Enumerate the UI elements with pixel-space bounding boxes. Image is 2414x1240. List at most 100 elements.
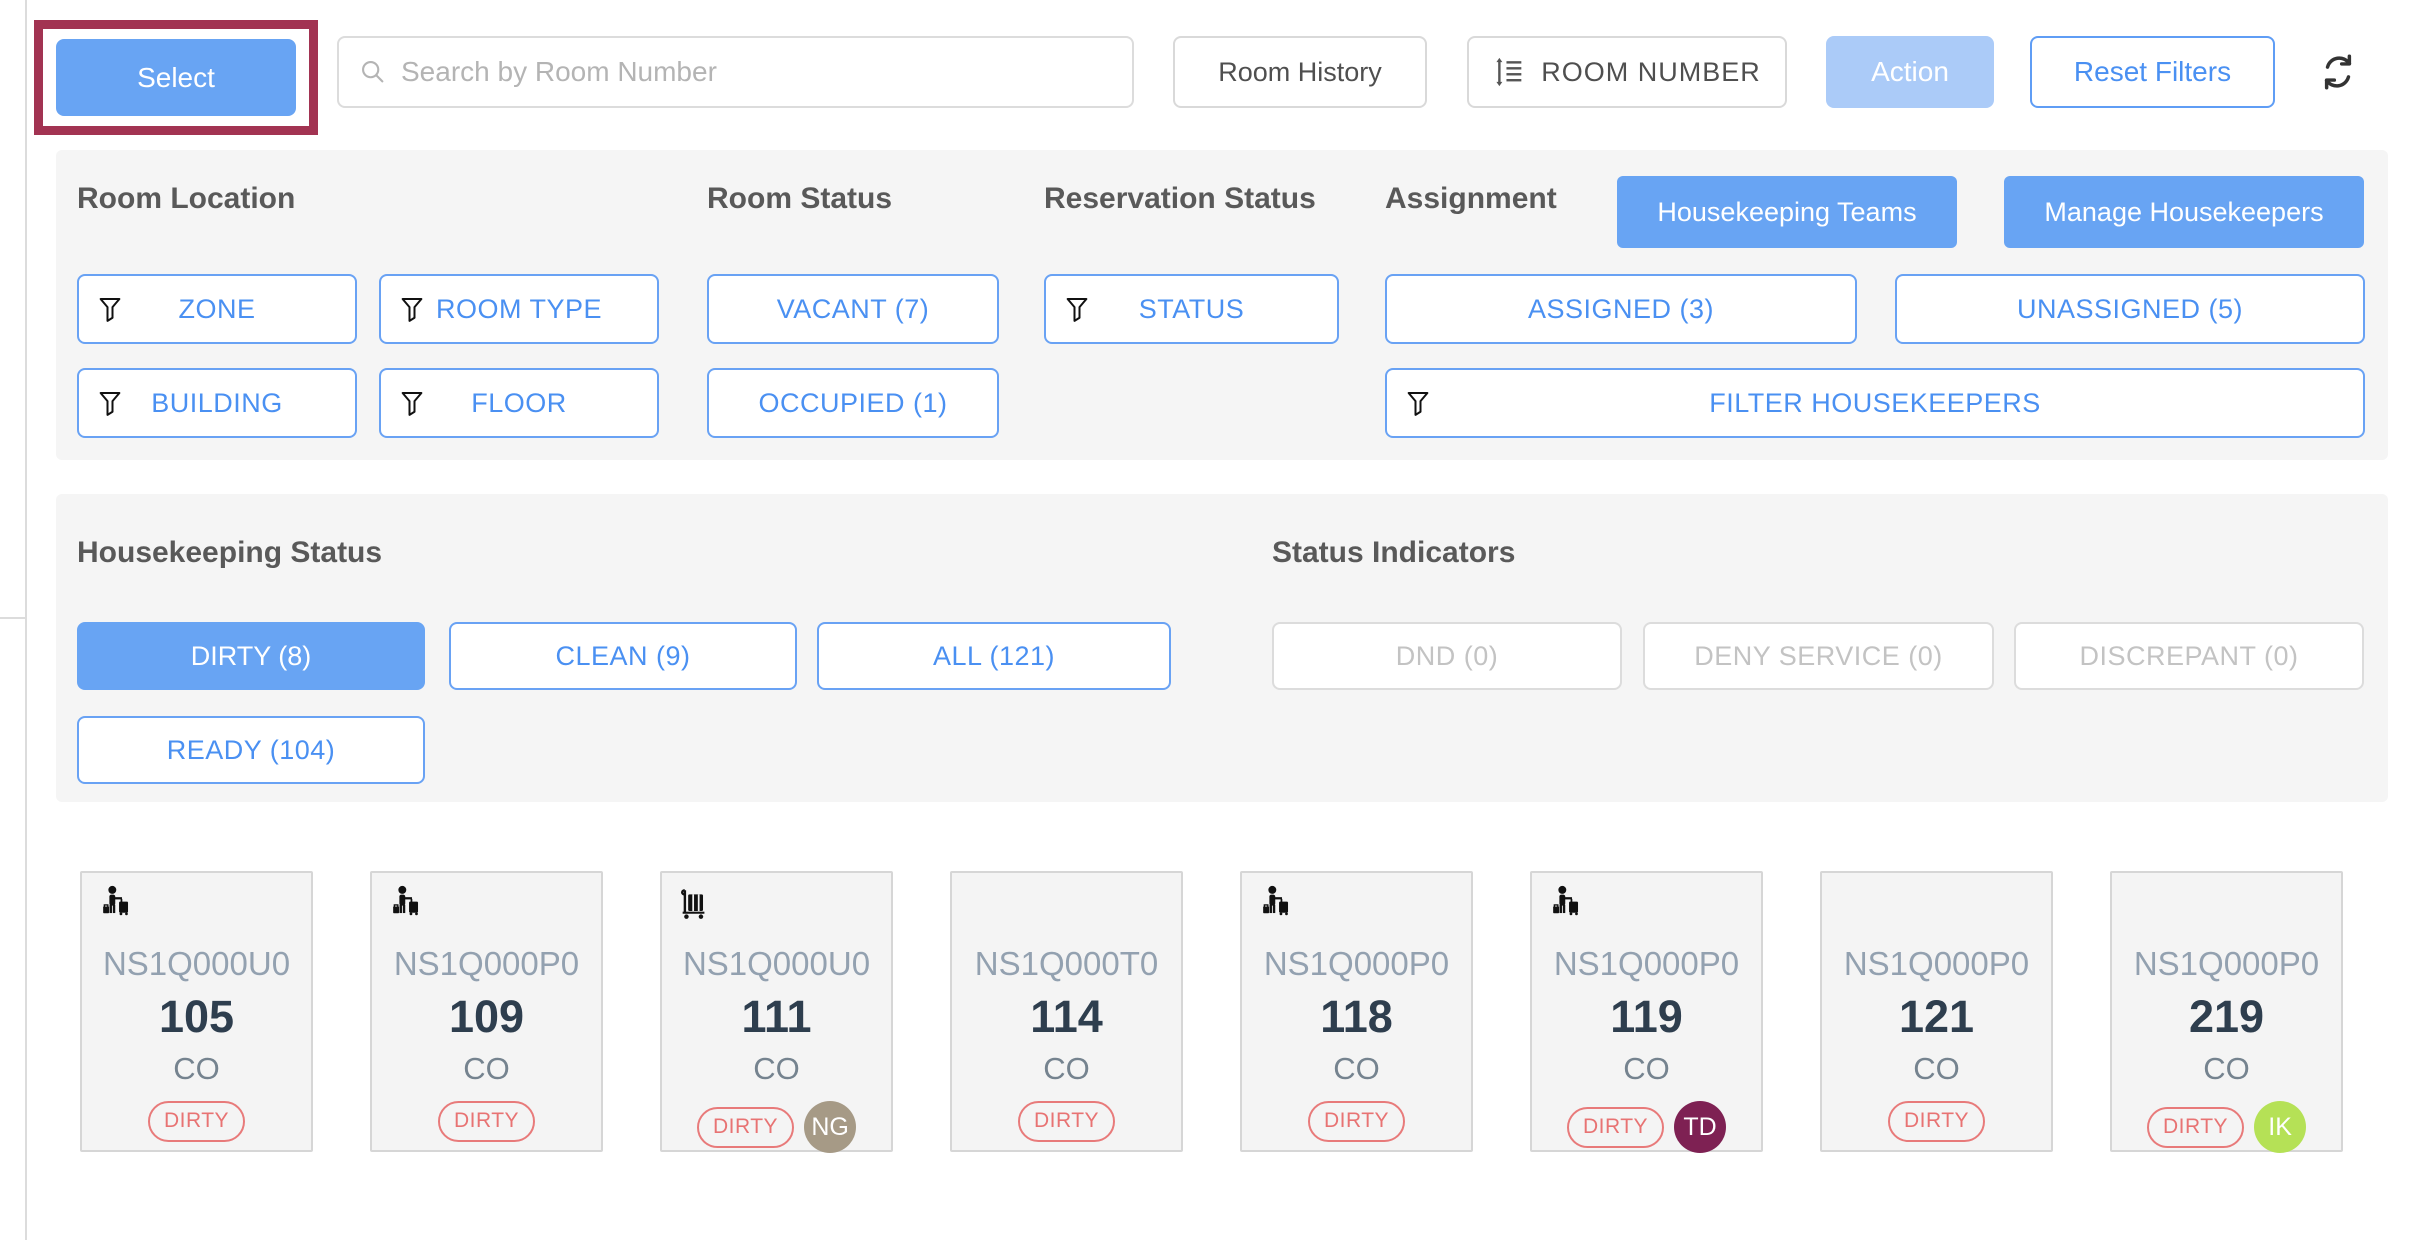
housekeeping-status-title: Housekeeping Status: [77, 536, 383, 569]
status-indicators-title: Status Indicators: [1272, 536, 1516, 569]
reservation-code: CO: [753, 1051, 800, 1086]
deny-service-indicator-button[interactable]: DENY SERVICE (0): [1643, 622, 1994, 690]
sort-order-icon: [1496, 57, 1522, 87]
room-number: 219: [2188, 991, 2265, 1042]
left-edge-divider: [25, 0, 27, 1240]
funnel-icon: [401, 298, 423, 322]
room-type-code: NS1Q000P0: [1553, 945, 1740, 982]
filters-panel: Room Location Room Status Reservation St…: [56, 150, 2388, 460]
room-type-code: NS1Q000T0: [974, 945, 1159, 982]
room-number: 114: [1030, 991, 1103, 1042]
unassigned-filter-button[interactable]: UNASSIGNED (5): [1895, 274, 2365, 344]
floor-filter-button[interactable]: FLOOR: [379, 368, 659, 438]
search-icon: [362, 61, 384, 83]
assignment-title: Assignment: [1385, 182, 1557, 215]
room-number: 109: [448, 991, 525, 1042]
room-history-button[interactable]: Room History: [1173, 36, 1427, 108]
funnel-icon: [99, 392, 121, 416]
room-type-code: NS1Q000P0: [1263, 945, 1450, 982]
departing-guest-icon: [1552, 885, 1579, 916]
room-number: 119: [1610, 991, 1683, 1042]
filter-housekeepers-button[interactable]: FILTER HOUSEKEEPERS: [1385, 368, 2365, 438]
room-card[interactable]: NS1Q000T0 114 CO DIRTY: [950, 871, 1183, 1152]
refresh-button[interactable]: [2316, 50, 2360, 94]
dnd-indicator-button[interactable]: DND (0): [1272, 622, 1622, 690]
search-input[interactable]: [401, 56, 1132, 88]
discrepant-indicator-button[interactable]: DISCREPANT (0): [2014, 622, 2364, 690]
room-type-filter-button[interactable]: ROOM TYPE: [379, 274, 659, 344]
reset-filters-button[interactable]: Reset Filters: [2030, 36, 2275, 108]
floor-filter-label: FLOOR: [471, 387, 567, 418]
reservation-code: CO: [1043, 1051, 1090, 1086]
room-card[interactable]: NS1Q000P0 119 CO DIRTY TD: [1530, 871, 1763, 1153]
departing-guest-icon: [392, 885, 419, 916]
room-location-title: Room Location: [77, 182, 296, 215]
reservation-status-filter-button[interactable]: STATUS: [1044, 274, 1339, 344]
room-number: 121: [1898, 991, 1975, 1042]
refresh-icon: [2324, 54, 2352, 90]
dirty-status-badge: DIRTY: [2146, 1106, 2245, 1148]
sort-by-label: ROOM NUMBER: [1541, 56, 1761, 87]
room-type-code: NS1Q000P0: [2133, 945, 2320, 982]
room-card[interactable]: NS1Q000U0 105 CO DIRTY: [80, 871, 313, 1152]
dirty-filter-button[interactable]: DIRTY (8): [77, 622, 425, 690]
room-number: 118: [1320, 991, 1393, 1042]
housekeeping-teams-button[interactable]: Housekeeping Teams: [1617, 176, 1957, 248]
room-type-filter-label: ROOM TYPE: [435, 293, 603, 324]
room-number: 105: [158, 991, 235, 1042]
reservation-code: CO: [173, 1051, 220, 1086]
dirty-status-badge: DIRTY: [1307, 1101, 1406, 1142]
filter-housekeepers-label: FILTER HOUSEKEEPERS: [1709, 387, 2041, 418]
reservation-code: CO: [1913, 1051, 1960, 1086]
manage-housekeepers-button[interactable]: Manage Housekeepers: [2004, 176, 2364, 248]
room-card[interactable]: NS1Q000P0 121 CO DIRTY: [1820, 871, 2053, 1152]
funnel-icon: [1066, 298, 1088, 322]
dirty-status-badge: DIRTY: [147, 1101, 246, 1142]
room-type-code: NS1Q000U0: [682, 945, 871, 982]
dirty-status-badge: DIRTY: [1017, 1101, 1116, 1142]
ready-filter-button[interactable]: READY (104): [77, 716, 425, 784]
select-button[interactable]: Select: [56, 39, 296, 116]
room-type-code: NS1Q000U0: [102, 945, 291, 982]
zone-filter-label: ZONE: [178, 293, 256, 324]
funnel-icon: [99, 298, 121, 322]
building-filter-button[interactable]: BUILDING: [77, 368, 357, 438]
luggage-cart-icon: [680, 889, 706, 921]
reservation-code: CO: [1623, 1051, 1670, 1086]
action-button[interactable]: Action: [1826, 36, 1994, 108]
reservation-status-title: Reservation Status: [1044, 182, 1316, 215]
reservation-code: CO: [1333, 1051, 1380, 1086]
room-type-code: NS1Q000P0: [393, 945, 580, 982]
funnel-icon: [401, 392, 423, 416]
occupied-filter-button[interactable]: OCCUPIED (1): [707, 368, 999, 438]
reservation-status-filter-label: STATUS: [1138, 293, 1245, 324]
reservation-code: CO: [463, 1051, 510, 1086]
room-card[interactable]: NS1Q000P0 219 CO DIRTY IK: [2110, 871, 2343, 1153]
room-card[interactable]: NS1Q000P0 109 CO DIRTY: [370, 871, 603, 1152]
zone-filter-button[interactable]: ZONE: [77, 274, 357, 344]
dirty-status-badge: DIRTY: [1887, 1101, 1986, 1142]
room-status-title: Room Status: [707, 182, 893, 215]
funnel-icon: [1407, 392, 1429, 416]
vacant-filter-button[interactable]: VACANT (7): [707, 274, 999, 344]
room-search[interactable]: [337, 36, 1134, 108]
sort-selector[interactable]: ROOM NUMBER: [1467, 36, 1787, 108]
clean-filter-button[interactable]: CLEAN (9): [449, 622, 797, 690]
housekeeper-badge: IK: [2254, 1101, 2307, 1153]
room-type-code: NS1Q000P0: [1843, 945, 2030, 982]
room-card-grid: NS1Q000U0 105 CO DIRTY NS1Q000P0 109 CO …: [80, 871, 2343, 1153]
assigned-filter-button[interactable]: ASSIGNED (3): [1385, 274, 1857, 344]
reservation-code: CO: [2203, 1051, 2250, 1086]
room-card[interactable]: NS1Q000P0 118 CO DIRTY: [1240, 871, 1473, 1152]
dirty-status-badge: DIRTY: [696, 1106, 795, 1148]
building-filter-label: BUILDING: [151, 387, 283, 418]
room-number: 111: [741, 991, 812, 1042]
housekeeping-status-panel: Housekeeping Status Status Indicators DI…: [56, 494, 2388, 802]
dirty-status-badge: DIRTY: [437, 1101, 536, 1142]
left-edge-tick: [0, 617, 25, 619]
room-card[interactable]: NS1Q000U0 111 CO DIRTY NG: [660, 871, 893, 1153]
housekeeper-badge: TD: [1674, 1101, 1727, 1153]
select-button-highlight-annotation: Select: [34, 20, 318, 135]
all-filter-button[interactable]: ALL (121): [817, 622, 1171, 690]
departing-guest-icon: [102, 885, 129, 916]
